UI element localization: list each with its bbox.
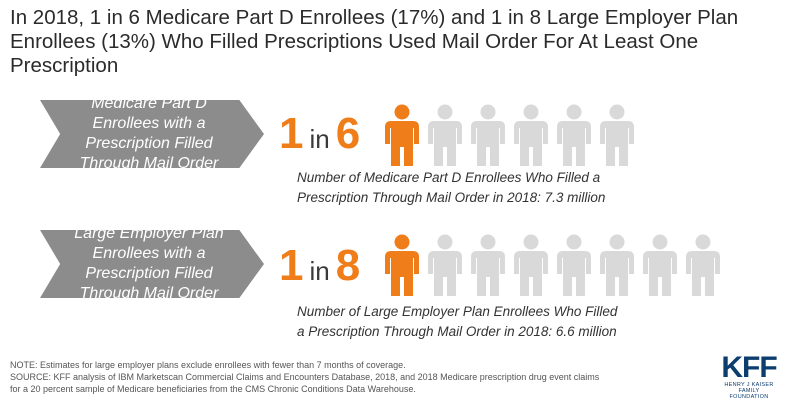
employer-ratio: 1 in 8	[279, 244, 360, 288]
medicare-ratio-in: in	[309, 124, 330, 154]
person-icon	[471, 234, 505, 296]
person-icon	[557, 234, 591, 296]
person-icon	[643, 234, 677, 296]
medicare-people	[384, 104, 635, 166]
kff-logo: KFF HENRY J KAISER FAMILY FOUNDATION	[719, 351, 779, 402]
person-icon	[600, 234, 634, 296]
kff-logo-sub2: FAMILY FOUNDATION	[729, 388, 769, 400]
employer-row: Large Employer Plan Enrollees with a Pre…	[0, 230, 810, 350]
medicare-banner: Medicare Part D Enrollees with a Prescri…	[40, 100, 264, 168]
person-icon	[600, 104, 634, 166]
employer-description-line2: a Prescription Through Mail Order in 201…	[297, 324, 617, 339]
person-icon	[385, 104, 419, 166]
employer-banner: Large Employer Plan Enrollees with a Pre…	[40, 230, 264, 298]
footer-source-line2: for a 20 percent sample of Medicare bene…	[10, 384, 416, 394]
employer-ratio-numerator: 1	[279, 241, 304, 290]
medicare-description-line2: Prescription Through Mail Order in 2018:…	[297, 190, 606, 205]
employer-description-line1: Number of Large Employer Plan Enrollees …	[297, 304, 618, 319]
kff-logo-text: KFF	[721, 351, 777, 384]
medicare-description: Number of Medicare Part D Enrollees Who …	[297, 168, 717, 208]
medicare-row: Medicare Part D Enrollees with a Prescri…	[0, 100, 810, 220]
kff-logo-sub1: HENRY J KAISER	[724, 382, 774, 388]
person-icon	[428, 234, 462, 296]
employer-people	[384, 234, 721, 296]
employer-ratio-denominator: 8	[335, 241, 361, 290]
employer-description: Number of Large Employer Plan Enrollees …	[297, 302, 717, 342]
person-icon	[385, 234, 419, 296]
footer-notes: NOTE: Estimates for large employer plans…	[10, 359, 700, 395]
page-title: In 2018, 1 in 6 Medicare Part D Enrollee…	[10, 6, 739, 77]
person-icon	[557, 104, 591, 166]
person-icon	[471, 104, 505, 166]
medicare-ratio-numerator: 1	[279, 109, 304, 158]
medicare-description-line1: Number of Medicare Part D Enrollees Who …	[297, 170, 601, 185]
person-icon	[428, 104, 462, 166]
medicare-ratio-denominator: 6	[335, 109, 361, 158]
footer-source-line1: SOURCE: KFF analysis of IBM Marketscan C…	[10, 372, 600, 382]
person-icon	[514, 104, 548, 166]
person-icon	[514, 234, 548, 296]
medicare-ratio: 1 in 6	[279, 112, 360, 156]
person-icon	[686, 234, 720, 296]
footer-note: NOTE: Estimates for large employer plans…	[10, 360, 406, 370]
employer-ratio-in: in	[309, 256, 330, 286]
